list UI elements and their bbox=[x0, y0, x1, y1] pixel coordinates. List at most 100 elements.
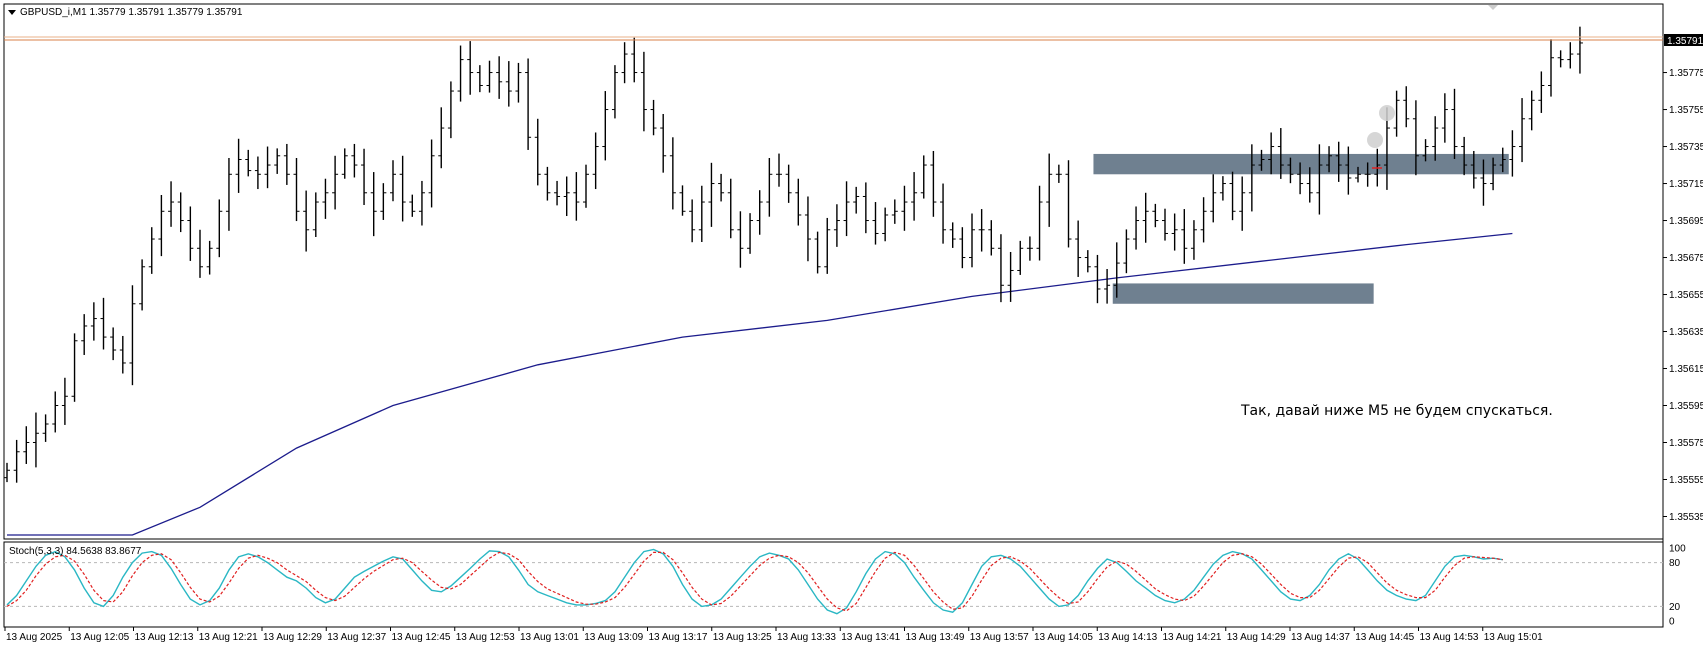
ohlc-bar bbox=[399, 155, 406, 222]
ohlc-bar bbox=[795, 178, 802, 226]
price-tick-label: 1.35595 bbox=[1669, 401, 1703, 412]
ohlc-bar bbox=[901, 185, 908, 231]
current-price-label: 1.35791 bbox=[1667, 36, 1703, 47]
price-tick-label: 1.35555 bbox=[1669, 475, 1703, 486]
ohlc-bar bbox=[505, 61, 512, 107]
ohlc-bar bbox=[1287, 157, 1294, 184]
ohlc-bar bbox=[930, 150, 937, 217]
price-tick-label: 1.35635 bbox=[1669, 327, 1703, 338]
ohlc-bar bbox=[409, 194, 416, 217]
triangle-down-icon[interactable] bbox=[8, 10, 16, 15]
ohlc-bar bbox=[1094, 254, 1101, 304]
ohlc-bar bbox=[978, 209, 985, 252]
ohlc-bar bbox=[293, 158, 300, 222]
ohlc-bar bbox=[911, 172, 918, 221]
ohlc-bar bbox=[631, 37, 638, 83]
price-zone-rectangle[interactable] bbox=[1093, 153, 1509, 175]
ohlc-bar bbox=[370, 172, 377, 237]
time-tick-label: 13 Aug 13:09 bbox=[584, 632, 643, 643]
time-tick-label: 13 Aug 12:29 bbox=[263, 632, 322, 643]
ohlc-bar bbox=[920, 155, 927, 199]
price-tick-label: 1.35575 bbox=[1669, 438, 1703, 449]
trade-markers[interactable] bbox=[1367, 105, 1395, 169]
price-zone-rectangle[interactable] bbox=[1112, 283, 1374, 304]
ohlc-bar bbox=[1557, 50, 1564, 68]
ohlc-bar bbox=[1084, 250, 1091, 273]
ohlc-bar bbox=[853, 186, 860, 214]
ohlc-bar bbox=[1567, 42, 1574, 69]
time-tick-label: 13 Aug 15:01 bbox=[1484, 632, 1543, 643]
ohlc-bar bbox=[650, 99, 657, 136]
time-tick-label: 13 Aug 12:21 bbox=[199, 632, 258, 643]
ohlc-bar bbox=[496, 56, 503, 99]
ohlc-bar bbox=[476, 65, 483, 93]
ohlc-bar bbox=[129, 285, 136, 386]
ohlc-bar bbox=[824, 217, 831, 274]
ohlc-bar bbox=[1519, 98, 1526, 163]
ohlc-bar bbox=[13, 439, 20, 483]
stoch-level-label: 80 bbox=[1669, 558, 1681, 569]
ohlc-bar bbox=[766, 158, 773, 217]
ohlc-bar bbox=[1499, 147, 1506, 173]
ohlc-bar bbox=[447, 81, 454, 139]
ohlc-bar bbox=[1383, 107, 1390, 190]
ohlc-bar bbox=[515, 62, 522, 103]
ohlc-bar bbox=[119, 335, 126, 374]
ohlc-bar bbox=[1480, 159, 1487, 206]
ohlc-bar bbox=[90, 302, 97, 341]
ohlc-bar bbox=[23, 426, 30, 464]
stoch-title: Stoch(5,3,3) 84.5638 83.8677 bbox=[9, 546, 142, 557]
ohlc-bar bbox=[1355, 166, 1361, 183]
ohlc-bar bbox=[322, 178, 329, 219]
ohlc-bar bbox=[737, 211, 744, 268]
ohlc-bar bbox=[148, 227, 155, 274]
price-bars-layer bbox=[4, 26, 1583, 483]
ohlc-bar bbox=[1393, 90, 1400, 137]
ohlc-bar bbox=[1007, 251, 1014, 302]
ohlc-bar bbox=[1277, 128, 1284, 179]
ohlc-bar bbox=[997, 234, 1004, 303]
time-tick-label: 13 Aug 13:33 bbox=[777, 632, 836, 643]
ohlc-bar bbox=[177, 192, 184, 233]
ohlc-bar bbox=[139, 259, 146, 311]
one-click-trading-arrow-icon[interactable] bbox=[1488, 5, 1498, 10]
time-tick-label: 13 Aug 13:57 bbox=[970, 632, 1029, 643]
ohlc-bar bbox=[1576, 26, 1583, 74]
ohlc-bar bbox=[718, 173, 725, 202]
time-tick-label: 13 Aug 14:13 bbox=[1098, 632, 1157, 643]
ohlc-bar bbox=[804, 196, 811, 262]
ohlc-bar bbox=[1316, 144, 1323, 215]
ohlc-bar bbox=[1451, 88, 1458, 159]
stochastic-layer bbox=[4, 548, 1663, 615]
ohlc-bar bbox=[891, 199, 898, 224]
ohlc-bar bbox=[428, 139, 435, 208]
price-tick-label: 1.35715 bbox=[1669, 179, 1703, 190]
ohlc-bar bbox=[1326, 146, 1333, 173]
ohlc-bar bbox=[206, 240, 213, 275]
zone-layer bbox=[1093, 153, 1509, 304]
ohlc-bar bbox=[1036, 185, 1043, 261]
ohlc-bar bbox=[1239, 176, 1246, 231]
ohlc-bar bbox=[1528, 90, 1535, 131]
ohlc-bar bbox=[274, 148, 281, 174]
stoch-axis: 100 80 20 0 bbox=[1669, 544, 1686, 628]
ohlc-bar bbox=[882, 207, 889, 242]
ohlc-bar bbox=[1306, 167, 1313, 203]
price-tick-label: 1.35755 bbox=[1669, 105, 1703, 116]
symbol-title: GBPUSD_i,M1 1.35779 1.35791 1.35779 1.35… bbox=[20, 7, 243, 18]
time-tick-label: 13 Aug 13:17 bbox=[649, 632, 708, 643]
chart-text-annotation[interactable]: Так, давай ниже M5 не будем спускаться. bbox=[1240, 403, 1553, 419]
current-price-box bbox=[1664, 34, 1703, 46]
ohlc-bar bbox=[4, 462, 10, 483]
ohlc-bar bbox=[1229, 171, 1236, 221]
ohlc-bar bbox=[1248, 144, 1255, 212]
ohlc-bar bbox=[1432, 116, 1439, 161]
ohlc-bar bbox=[32, 412, 39, 468]
ohlc-bar bbox=[602, 91, 609, 161]
ohlc-bar bbox=[1509, 130, 1516, 177]
price-tick-label: 1.35735 bbox=[1669, 142, 1703, 153]
ohlc-bar bbox=[1017, 240, 1024, 275]
ohlc-bar bbox=[235, 138, 242, 193]
moving-average-line bbox=[7, 232, 1513, 536]
